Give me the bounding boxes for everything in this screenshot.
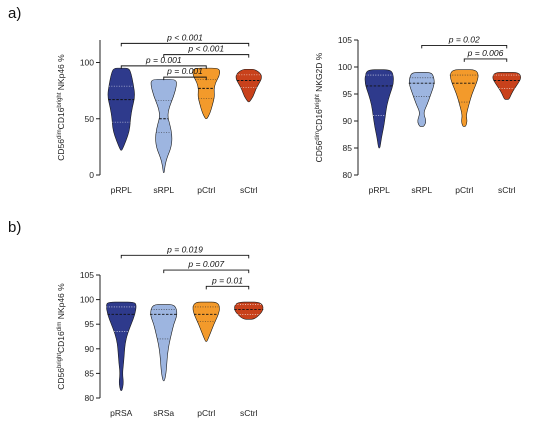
significance-bracket — [163, 76, 207, 81]
significance-bracket — [163, 54, 250, 58]
violin-prpl — [107, 67, 135, 151]
y-tick-label: 85 — [343, 143, 353, 153]
significance-bracket — [205, 285, 250, 290]
violin-pctrl — [192, 67, 221, 120]
significance-bracket — [120, 65, 207, 69]
chart-panel-2: 80 85 90 95 100 105 CD56dimCD16bright NKG2D % p… — [314, 34, 521, 195]
violin-pctrl — [192, 301, 220, 342]
y-tick-label: 95 — [343, 89, 353, 99]
violin-srsa — [150, 304, 178, 382]
significance-label: p = 0.001 — [145, 55, 182, 65]
violin-srpl — [408, 72, 435, 127]
x-category-label-sctrl: sCtrl — [498, 185, 516, 195]
y-tick-label: 105 — [338, 35, 352, 45]
significance-label: p = 0.01 — [211, 275, 243, 285]
violin-sctrl — [235, 68, 262, 103]
y-tick-label: 105 — [80, 270, 94, 280]
x-category-label-pctrl: pCtrl — [455, 185, 473, 195]
y-axis-label: CD56brightCD16dim NKp46 % — [56, 283, 66, 390]
y-tick-label: 95 — [85, 319, 95, 329]
y-tick-label: 85 — [85, 368, 95, 378]
y-tick-label: 80 — [85, 393, 95, 403]
significance-label: p = 0.019 — [166, 244, 203, 254]
significance-label: p = 0.007 — [187, 259, 224, 269]
y-axis-label: CD56dimCD16bright NKG2D % — [314, 52, 324, 162]
y-tick-label: 100 — [80, 58, 94, 68]
x-category-label-srsa: sRSa — [153, 408, 174, 418]
violin-sctrl — [492, 72, 521, 100]
violin-prpl — [364, 69, 394, 149]
y-tick-label: 0 — [89, 170, 94, 180]
significance-label: p = 0.006 — [467, 48, 504, 58]
violin-sctrl — [234, 301, 264, 320]
y-tick-label: 90 — [343, 116, 353, 126]
y-axis-label: CD56dimCD16bright NKp46 % — [56, 54, 66, 161]
x-category-label-pctrl: pCtrl — [197, 408, 215, 418]
violin-pctrl — [450, 69, 479, 127]
x-category-label-srpl: sRPL — [153, 185, 174, 195]
significance-bracket — [120, 42, 250, 47]
y-tick-label: 100 — [338, 62, 352, 72]
x-category-label-prsa: pRSA — [110, 408, 133, 418]
significance-label: p = 0.001 — [166, 66, 203, 76]
x-category-label-sctrl: sCtrl — [240, 185, 258, 195]
significance-bracket — [421, 44, 508, 49]
significance-bracket — [463, 58, 508, 62]
violin-prsa — [106, 301, 137, 391]
significance-label: p < 0.001 — [166, 32, 203, 42]
x-category-label-prpl: pRPL — [111, 185, 133, 195]
violin-srpl — [150, 79, 177, 174]
significance-bracket — [163, 269, 250, 274]
significance-label: p < 0.001 — [187, 44, 224, 54]
significance-bracket — [120, 254, 250, 259]
x-category-label-srpl: sRPL — [411, 185, 432, 195]
panel-label: a) — [8, 5, 21, 22]
x-category-label-sctrl: sCtrl — [240, 408, 258, 418]
chart-panel-1: a) 0 50 100 CD56dimCD16bright NKp46 % pRPL sRP… — [8, 5, 262, 195]
x-category-label-prpl: pRPL — [369, 185, 391, 195]
y-tick-label: 50 — [85, 114, 95, 124]
x-category-label-pctrl: pCtrl — [197, 185, 215, 195]
y-tick-label: 100 — [80, 295, 94, 305]
significance-label: p = 0.02 — [448, 34, 480, 44]
y-tick-label: 90 — [85, 344, 95, 354]
chart-panel-3: b) 80 85 90 95 100 105 CD56brightCD16dim NKp46 … — [8, 219, 264, 418]
panel-label: b) — [8, 219, 21, 236]
y-tick-label: 80 — [343, 170, 353, 180]
